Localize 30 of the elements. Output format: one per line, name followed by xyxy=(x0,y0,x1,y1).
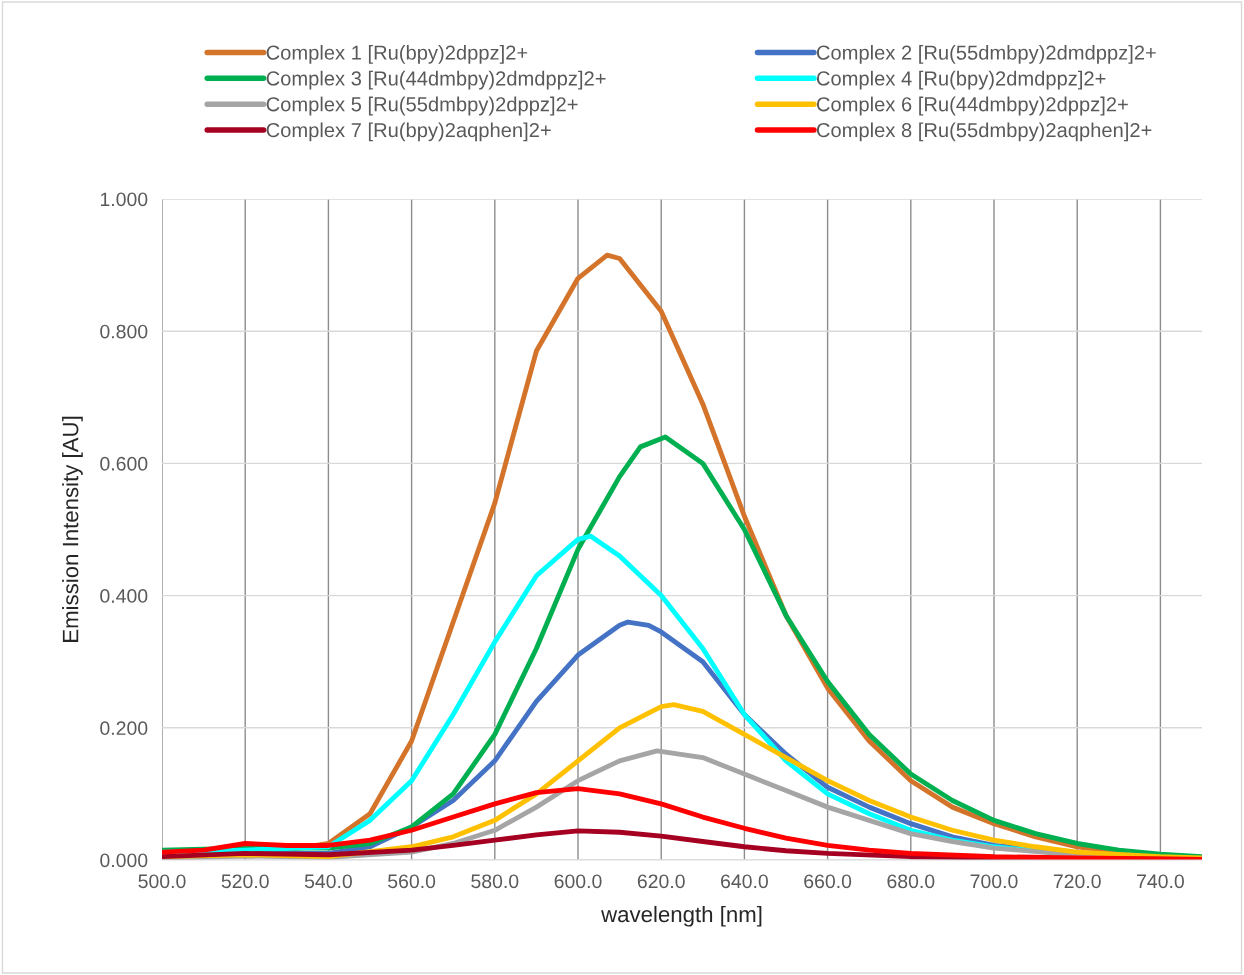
x-tick-label: 600.0 xyxy=(554,874,602,889)
legend-label: Complex 7 [Ru(bpy)2aqphen]2+ xyxy=(266,122,551,142)
x-tick-label: 660.0 xyxy=(804,874,852,889)
y-tick-label: 0.600 xyxy=(100,456,148,471)
legend-label: Complex 2 [Ru(55dmbpy)2dmdppz]2+ xyxy=(816,44,1156,64)
x-tick-label: 700.0 xyxy=(970,874,1018,889)
y-tick-label: 0.400 xyxy=(100,589,148,603)
legend-label: Complex 8 [Ru(55dmbpy)2aqphen]2+ xyxy=(816,122,1152,142)
legend-label: Complex 3 [Ru(44dmbpy)2dmdppz]2+ xyxy=(266,70,606,90)
x-tick-label: 500.0 xyxy=(138,874,186,889)
x-axis-title: wavelength [nm] xyxy=(601,905,762,927)
line-series xyxy=(162,786,1202,860)
x-tick-label: 540.0 xyxy=(304,874,352,889)
legend-label: Complex 5 [Ru(55dmbpy)2dppz]2+ xyxy=(266,96,578,116)
y-axis-title: Emission Intensity [AU] xyxy=(62,416,83,642)
x-tick-label: 720.0 xyxy=(1053,874,1101,889)
x-tick-label: 580.0 xyxy=(471,874,519,889)
x-tick-label: 680.0 xyxy=(887,874,935,889)
x-tick-label: 740.0 xyxy=(1137,874,1184,889)
x-tick-label: 640.0 xyxy=(721,874,768,889)
legend-label: Complex 1 [Ru(bpy)2dppz]2+ xyxy=(266,44,528,64)
y-tick-label: 0.200 xyxy=(100,721,148,736)
y-tick-label: 0.800 xyxy=(100,324,148,339)
x-tick-label: 560.0 xyxy=(388,874,436,889)
y-tick-label: 1.000 xyxy=(100,192,148,207)
legend-label: Complex 4 [Ru(bpy)2dmdppz]2+ xyxy=(816,70,1106,90)
y-tick-label: 0.000 xyxy=(100,853,148,868)
legend-label: Complex 6 [Ru(44dmbpy)2dppz]2+ xyxy=(816,96,1128,116)
x-tick-label: 620.0 xyxy=(637,874,685,889)
x-tick-label: 520.0 xyxy=(221,874,269,889)
